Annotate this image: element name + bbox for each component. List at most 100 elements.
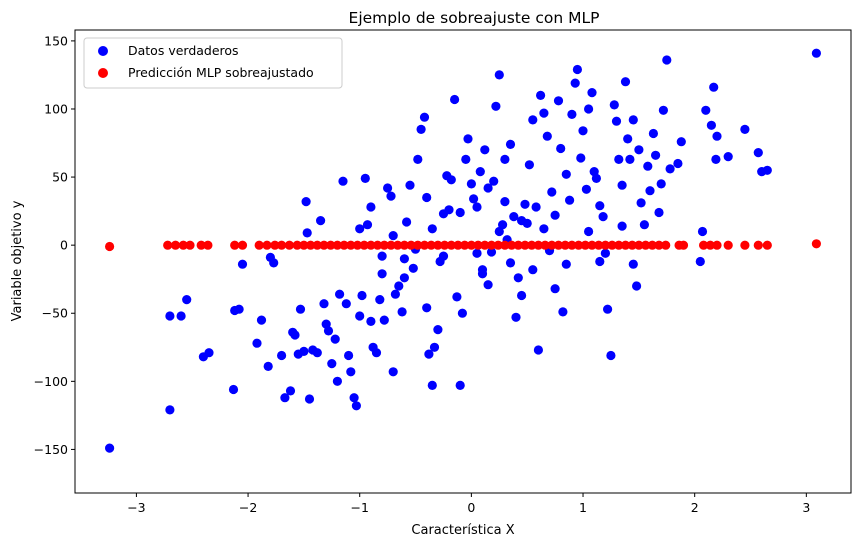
mlp-prediction-point-32	[413, 240, 423, 250]
mlp-prediction-point-34	[426, 240, 436, 250]
true-data-point-56	[388, 367, 398, 377]
true-data-point-141	[625, 154, 635, 164]
true-data-point-7	[204, 348, 214, 358]
mlp-prediction-point-51	[540, 240, 550, 250]
true-data-point-150	[651, 150, 661, 160]
true-data-point-19	[285, 386, 296, 396]
true-data-point-10	[234, 304, 244, 314]
true-data-point-42	[349, 393, 359, 403]
true-data-point-89	[480, 145, 490, 155]
true-data-point-182	[550, 210, 560, 220]
data-points	[105, 48, 822, 453]
true-data-point-4	[176, 311, 186, 321]
true-data-point-137	[614, 154, 624, 164]
true-data-point-90	[483, 280, 493, 290]
mlp-prediction-point-7	[230, 240, 240, 250]
mlp-prediction-point-38	[453, 240, 463, 250]
mlp-prediction-point-10	[262, 240, 272, 250]
true-data-point-156	[673, 158, 683, 169]
true-data-point-193	[500, 197, 510, 207]
true-data-point-57	[390, 289, 400, 299]
true-data-point-184	[584, 226, 594, 237]
true-data-point-151	[654, 207, 664, 218]
true-data-point-43	[351, 401, 361, 411]
true-data-point-58	[394, 281, 404, 291]
x-tick-label: 1	[579, 500, 587, 515]
true-data-point-48	[366, 316, 376, 326]
true-data-point-91	[486, 247, 497, 257]
true-data-point-81	[457, 308, 467, 318]
y-axis-label: Variable objetivo y	[10, 200, 25, 321]
true-data-point-158	[695, 256, 705, 267]
mlp-prediction-point-55	[567, 240, 577, 250]
mlp-prediction-point-22	[346, 240, 356, 250]
mlp-prediction-point-73	[705, 240, 715, 250]
true-data-point-131	[598, 212, 608, 222]
true-data-point-47	[362, 220, 373, 230]
mlp-prediction-point-58	[587, 240, 597, 250]
true-data-point-121	[570, 78, 580, 88]
true-data-point-31	[319, 299, 329, 309]
true-data-point-29	[312, 348, 322, 358]
true-data-point-92	[489, 176, 499, 186]
mlp-prediction-point-33	[419, 240, 430, 250]
true-data-point-3	[165, 311, 175, 321]
true-data-point-167	[753, 148, 763, 158]
mlp-prediction-point-79	[811, 239, 822, 249]
true-data-point-163	[711, 154, 721, 164]
mlp-prediction-point-78	[762, 240, 772, 250]
true-data-point-177	[494, 226, 504, 237]
true-data-point-35	[330, 334, 340, 344]
true-data-point-84	[466, 179, 476, 189]
true-data-point-164	[712, 131, 722, 141]
true-data-point-14	[263, 361, 273, 371]
mlp-prediction-point-19	[326, 240, 336, 250]
true-data-point-102	[517, 290, 527, 301]
mlp-prediction-point-20	[332, 240, 342, 250]
true-data-point-136	[611, 116, 622, 126]
true-data-point-190	[422, 192, 432, 203]
true-data-point-138	[617, 180, 627, 190]
mlp-prediction-point-40	[466, 240, 476, 250]
true-data-point-11	[237, 259, 248, 269]
true-data-point-100	[511, 312, 521, 322]
true-data-point-124	[578, 126, 588, 136]
true-data-point-60	[399, 273, 409, 283]
mlp-prediction-point-49	[527, 240, 537, 250]
mlp-prediction-point-23	[352, 240, 363, 250]
true-data-point-96	[500, 154, 510, 164]
true-data-point-71	[429, 342, 440, 352]
y-tick-label: −50	[42, 306, 68, 321]
y-tick-label: 100	[44, 101, 68, 116]
true-data-point-0	[105, 443, 115, 453]
true-data-point-185	[595, 256, 605, 267]
mlp-prediction-point-31	[406, 240, 416, 250]
mlp-prediction-point-35	[433, 240, 443, 250]
true-data-point-123	[576, 153, 586, 163]
true-data-point-53	[379, 315, 389, 325]
x-tick-label: 3	[802, 500, 810, 515]
mlp-prediction-point-9	[254, 240, 264, 250]
true-data-point-52	[377, 269, 387, 279]
true-data-point-82	[461, 154, 471, 164]
true-data-point-110	[539, 108, 549, 118]
legend-marker-datos	[98, 46, 108, 56]
true-data-point-80	[455, 380, 465, 390]
true-data-point-183	[561, 259, 571, 269]
true-data-point-33	[323, 326, 334, 336]
true-data-point-44	[355, 311, 365, 321]
mlp-prediction-point-24	[359, 240, 369, 250]
mlp-prediction-point-47	[513, 240, 523, 250]
true-data-point-146	[639, 220, 650, 230]
true-data-point-179	[517, 216, 527, 226]
x-tick-label: −1	[351, 500, 369, 515]
true-data-point-66	[416, 124, 426, 134]
true-data-point-176	[483, 183, 493, 193]
true-data-point-37	[335, 289, 345, 299]
true-data-point-17	[277, 350, 287, 361]
true-data-point-155	[665, 164, 675, 174]
true-data-point-180	[528, 265, 538, 275]
mlp-prediction-point-65	[634, 240, 644, 250]
legend: Datos verdaderos Predicción MLP sobreaju…	[83, 37, 343, 89]
